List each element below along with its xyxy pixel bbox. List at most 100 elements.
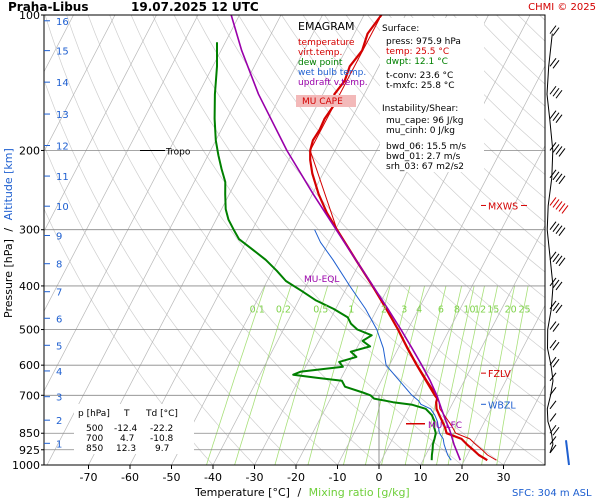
y-axis-label-altitude: Altitude [km]	[2, 148, 15, 220]
isotherm-line	[44, 15, 157, 233]
dry-adiabat-line	[195, 15, 545, 407]
x-axis-title: Temperature [°C] / Mixing ratio [g/kg]	[194, 486, 410, 499]
isotherm-line	[46, 15, 282, 465]
altitude-tick-label: 3	[56, 393, 62, 404]
mixing-ratio-label: 12	[474, 304, 486, 315]
mu-cape-badge-bg	[296, 95, 356, 107]
mixing-ratio-label: 25	[518, 304, 530, 315]
isotherm-line	[378, 145, 545, 465]
wind-barb	[555, 89, 563, 99]
temp-tick-label: 0	[376, 471, 383, 484]
wind-barb	[555, 304, 563, 314]
pressure-tick-label: 1000	[12, 459, 40, 472]
isotherm-line	[544, 464, 545, 465]
wind-barb	[555, 146, 563, 155]
altitude-tick-label: 10	[56, 202, 69, 213]
pressure-tick-label: 925	[19, 444, 40, 457]
pressure-tick-label: 600	[19, 359, 40, 372]
temp-tick-label: -20	[287, 471, 305, 484]
dry-adiabat-line	[345, 15, 545, 223]
wind-barb	[552, 59, 560, 69]
mu-cape-badge: MU CAPE	[302, 97, 343, 107]
temp-tick-label: 20	[455, 471, 469, 484]
wind-barb	[552, 341, 560, 351]
altitude-tick-label: 9	[56, 231, 62, 242]
wind-barb	[552, 27, 560, 36]
mixing-ratio-label: 4	[416, 304, 422, 315]
instability-heading: Instability/Shear:	[382, 104, 458, 114]
wind-barb	[552, 358, 560, 368]
temp-tick-label: -10	[329, 471, 347, 484]
surface-dwpt: dwpt: 12.1 °C	[386, 57, 448, 67]
wind-barb	[558, 203, 566, 212]
isotherm-line	[88, 15, 323, 465]
tick-layer: 1002003004005006007008509251000123456789…	[12, 9, 531, 484]
wind-barb	[549, 321, 557, 330]
instability-srh-03: srh_03: 67 m2/s2	[386, 162, 464, 172]
mixing-ratio-label: 0.1	[250, 304, 265, 315]
table-row-2-t: 12.3	[116, 444, 136, 454]
wind-barb	[552, 279, 560, 289]
altitude-tick-label: 1	[56, 439, 62, 450]
surface-wind-marker	[565, 440, 570, 466]
altitude-tick-label: 14	[56, 78, 69, 89]
y-axis-label-pressure: Pressure [hPa]	[2, 239, 15, 318]
wind-barb	[555, 114, 563, 124]
isotherm-line	[44, 15, 116, 153]
instability-bwd-01: bwd_01: 2.7 m/s	[386, 152, 461, 162]
wind-barb	[552, 87, 560, 97]
wind-barb	[555, 173, 563, 183]
wind-barb	[549, 436, 557, 445]
pressure-tick-label: 400	[19, 280, 40, 293]
table-row-1-td: -10.8	[150, 434, 174, 444]
table-row-0-t: -12.4	[114, 424, 138, 434]
surface-stats-panel: Surface: press: 975.9 hPa temp: 25.5 °C …	[380, 18, 484, 172]
wind-barb	[549, 339, 557, 349]
wind-barb	[549, 277, 557, 287]
pressure-tick-label: 500	[19, 324, 40, 337]
mixing-ratio-label: 8	[454, 304, 460, 315]
wind-barb	[549, 400, 557, 410]
wind-barb	[549, 424, 557, 434]
mxws-label: MXWS	[488, 201, 518, 212]
altitude-tick-label: 11	[56, 172, 69, 183]
wind-profile	[546, 25, 570, 466]
dry-adiabat-line	[302, 15, 545, 273]
wind-barb	[549, 25, 557, 34]
dry-adiabat-line	[367, 15, 545, 199]
tropo-label: Tropo	[165, 147, 191, 157]
surface-heading: Surface:	[382, 24, 419, 34]
wind-barb	[549, 197, 557, 206]
instability-bwd-06: bwd_06: 15.5 m/s	[386, 142, 466, 152]
y-axis-title: Pressure [hPa] / Altitude [km]	[2, 148, 15, 318]
wind-barb	[549, 110, 557, 120]
dry-adiabat-line	[561, 15, 600, 465]
table-header-td: Td [°C]	[145, 409, 178, 419]
x-axis-label-mixing: Mixing ratio [g/kg]	[309, 486, 410, 499]
series-line-updraft-v-temp	[230, 15, 462, 461]
surface-temp: temp: 25.5 °C	[386, 47, 449, 57]
temp-tick-label: -60	[121, 471, 139, 484]
legend-entry: wet bulb temp.	[298, 68, 366, 78]
station-name: Praha-Libus	[8, 0, 88, 14]
table-row-0-p: 500	[86, 424, 103, 434]
fzlv-label: FZLV	[488, 369, 511, 380]
temp-tick-label: -70	[80, 471, 98, 484]
legend-entry: updraft v.temp.	[298, 78, 368, 88]
temp-tick-label: 10	[414, 471, 428, 484]
pressure-tick-label: 100	[19, 9, 40, 22]
svg-text:Pressure [hPa] / A: Pressure [hPa] / Altitude [km]	[2, 148, 15, 318]
sfc-label: SFC: 304 m ASL	[512, 488, 592, 499]
wind-barb	[549, 356, 557, 366]
mu-lfc-label: MU-LFC	[428, 421, 462, 431]
surface-press: press: 975.9 hPa	[386, 37, 461, 47]
wind-barb	[549, 372, 557, 382]
x-axis-label-temperature: Temperature [°C]	[194, 486, 290, 499]
mixing-ratio-label: 20	[505, 304, 517, 315]
sounding-datetime: 19.07.2025 12 UTC	[131, 0, 259, 14]
mixing-ratio-label: 6	[438, 304, 444, 315]
pressure-tick-label: 850	[19, 427, 40, 440]
marker-layer: Tropo MU-EQL MU-LFC MXWS FZLV WBZL	[140, 147, 527, 431]
table-header-p: p [hPa]	[78, 409, 110, 419]
